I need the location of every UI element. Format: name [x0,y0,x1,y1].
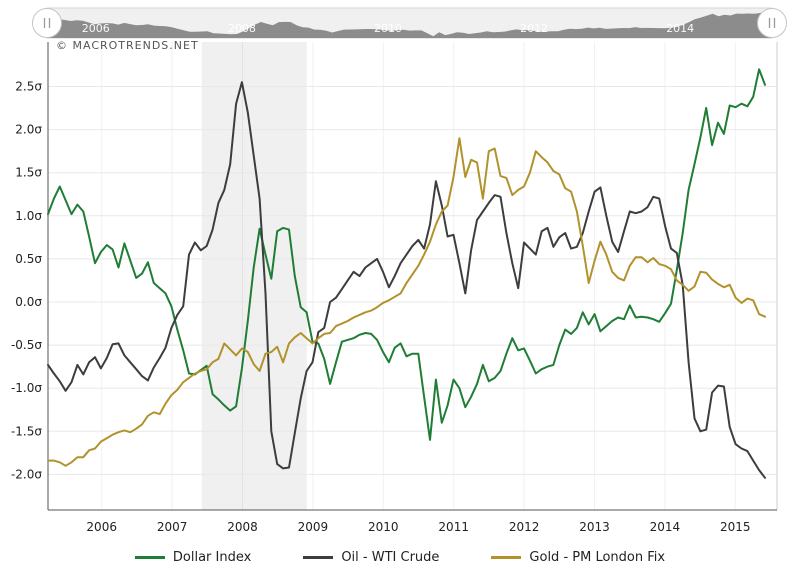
navigator-year-label: 2006 [82,22,110,35]
recession-band [201,42,307,510]
plot-area[interactable] [48,42,777,510]
chart-legend: Dollar Index Oil - WTI Crude Gold - PM Lon… [0,550,800,565]
navigator-year-label: 2010 [374,22,402,35]
x-axis-label: 2011 [438,520,469,534]
y-axis-label: 2.0σ [15,123,42,137]
y-axis-label: 1.0σ [15,209,42,223]
legend-swatch-gold-pm-london-fix [491,556,522,559]
navigator-year-label: 2014 [666,22,694,35]
x-axis-label: 2008 [227,520,258,534]
x-axis-label: 2015 [720,520,751,534]
x-axis-label: 2009 [298,520,329,534]
y-axis-label: -2.0σ [11,467,42,481]
x-axis-label: 2006 [86,520,117,534]
navigator-left-handle[interactable] [32,8,62,38]
legend-label: Gold - PM London Fix [529,550,666,565]
y-axis-label: 1.5σ [15,166,42,180]
y-axis-label: 2.5σ [15,80,42,94]
legend-label: Dollar Index [172,550,252,565]
legend-swatch-oil-wti-crude [303,556,334,559]
x-axis-label: 2007 [157,520,188,534]
navigator-area-chart [47,11,772,38]
x-axis-label: 2014 [650,520,681,534]
series-line-dollar-index [47,68,766,441]
watermark: © MACROTRENDS.NET [56,39,199,52]
y-axis-label: 0.0σ [15,295,42,309]
legend-item-oil-wti-crude[interactable]: Oil - WTI Crude [303,550,439,565]
legend-item-gold-pm-london-fix[interactable]: Gold - PM London Fix [491,550,665,565]
legend-label: Oil - WTI Crude [341,550,440,565]
y-axis-label: -1.0σ [11,381,42,395]
series-line-oil-wti-crude [47,81,766,479]
y-axis-label: 0.5σ [15,252,42,266]
navigator-year-label: 2008 [228,22,256,35]
x-axis-label: 2012 [509,520,540,534]
x-axis-label: 2010 [368,520,399,534]
y-axis-label: -0.5σ [11,338,42,352]
x-axis-label: 2013 [579,520,610,534]
series-line-gold-pm-london-fix [47,137,766,467]
navigator-right-handle[interactable] [757,8,787,38]
legend-item-dollar-index[interactable]: Dollar Index [134,550,252,565]
y-axis-label: -1.5σ [11,424,42,438]
navigator-year-label: 2012 [520,22,548,35]
legend-swatch-dollar-index [134,556,165,559]
